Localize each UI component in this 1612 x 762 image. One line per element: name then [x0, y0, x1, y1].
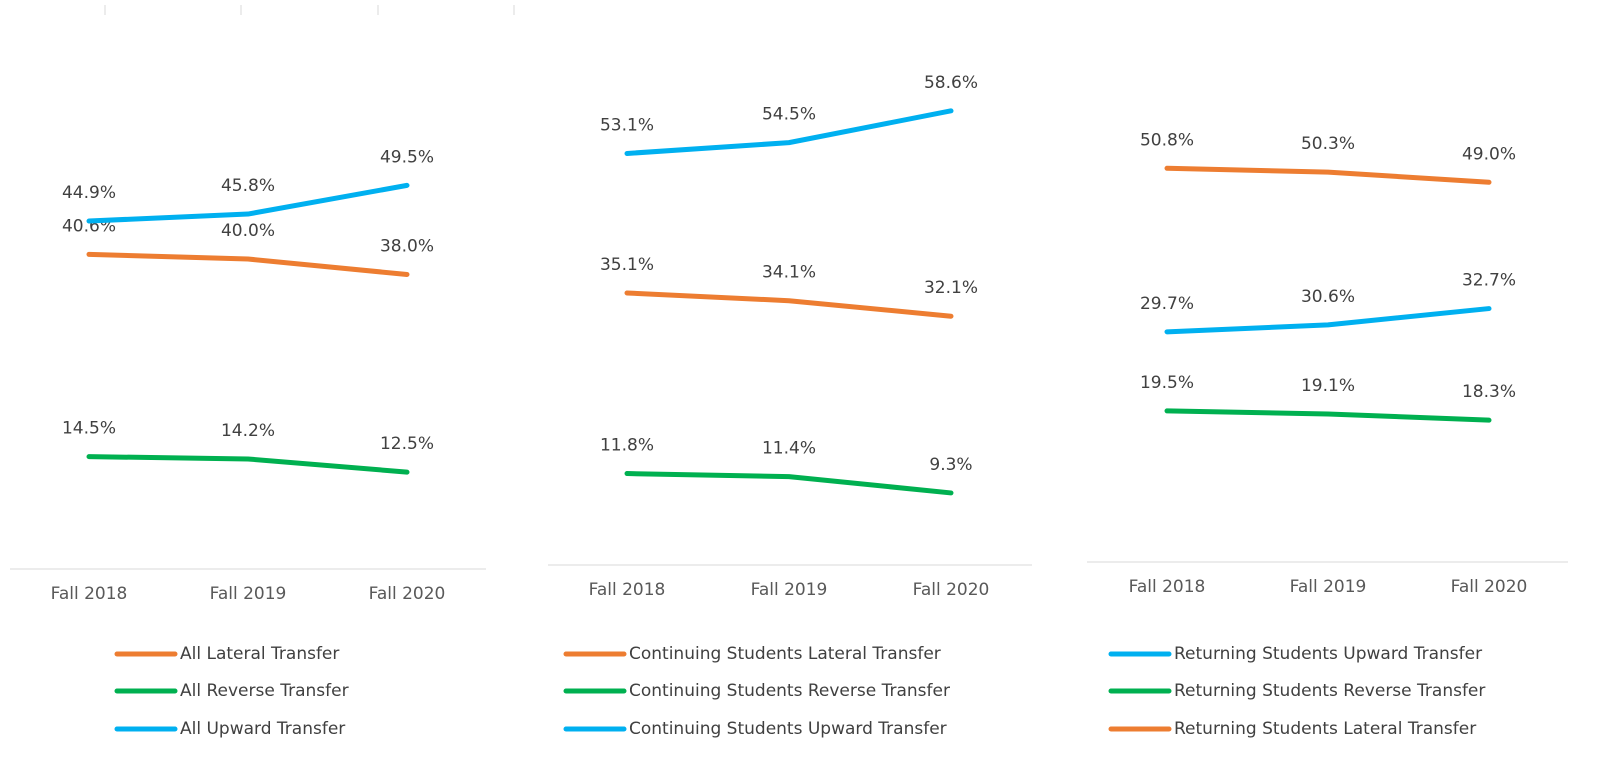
- x-tick-label: Fall 2019: [210, 584, 287, 604]
- data-label: 32.1%: [924, 278, 978, 298]
- series-line: [624, 471, 954, 496]
- x-tick-label: Fall 2020: [913, 580, 990, 600]
- data-label: 29.7%: [1140, 294, 1194, 314]
- legend-label: Returning Students Lateral Transfer: [1174, 719, 1476, 739]
- series-line: [1164, 408, 1492, 423]
- series-line: [624, 108, 954, 156]
- legend-label: All Lateral Transfer: [180, 644, 339, 664]
- legend-label: Continuing Students Lateral Transfer: [629, 644, 941, 664]
- data-label: 35.1%: [600, 255, 654, 275]
- data-label: 50.3%: [1301, 134, 1355, 154]
- x-tick-label: Fall 2018: [1129, 577, 1206, 597]
- data-label: 32.7%: [1462, 271, 1516, 291]
- legend-label: Returning Students Reverse Transfer: [1174, 681, 1485, 701]
- legend-label: Continuing Students Upward Transfer: [629, 719, 947, 739]
- data-label: 44.9%: [62, 183, 116, 203]
- data-label: 19.5%: [1140, 373, 1194, 393]
- data-label: 11.8%: [600, 436, 654, 456]
- data-label: 18.3%: [1462, 382, 1516, 402]
- data-label: 19.1%: [1301, 376, 1355, 396]
- x-tick-label: Fall 2019: [1290, 577, 1367, 597]
- series-line: [86, 454, 410, 475]
- data-label: 11.4%: [762, 439, 816, 459]
- x-tick-label: Fall 2020: [1451, 577, 1528, 597]
- legend-label: All Reverse Transfer: [180, 681, 349, 701]
- data-label: 53.1%: [600, 115, 654, 135]
- data-label: 45.8%: [221, 176, 275, 196]
- data-label: 40.0%: [221, 221, 275, 241]
- series-line: [1164, 306, 1492, 335]
- data-label: 54.5%: [762, 105, 816, 125]
- data-label: 58.6%: [924, 73, 978, 93]
- data-label: 14.5%: [62, 419, 116, 439]
- data-label: 12.5%: [380, 434, 434, 454]
- data-label: 49.0%: [1462, 144, 1516, 164]
- data-label: 49.5%: [380, 147, 434, 167]
- data-label: 34.1%: [762, 263, 816, 283]
- legend-label: Returning Students Upward Transfer: [1174, 644, 1482, 664]
- x-tick-label: Fall 2019: [751, 580, 828, 600]
- data-label: 38.0%: [380, 237, 434, 257]
- series-line: [86, 182, 410, 224]
- x-tick-label: Fall 2018: [589, 580, 666, 600]
- series-line: [624, 290, 954, 319]
- data-label: 50.8%: [1140, 130, 1194, 150]
- legend-label: All Upward Transfer: [180, 719, 345, 739]
- series-line: [86, 251, 410, 277]
- x-tick-label: Fall 2018: [51, 584, 128, 604]
- cropped-ticks: [104, 5, 515, 15]
- x-tick-label: Fall 2020: [369, 584, 446, 604]
- data-label: 30.6%: [1301, 287, 1355, 307]
- series-line: [1164, 165, 1492, 185]
- data-label: 9.3%: [929, 455, 972, 475]
- data-label: 14.2%: [221, 421, 275, 441]
- legend-label: Continuing Students Reverse Transfer: [629, 681, 950, 701]
